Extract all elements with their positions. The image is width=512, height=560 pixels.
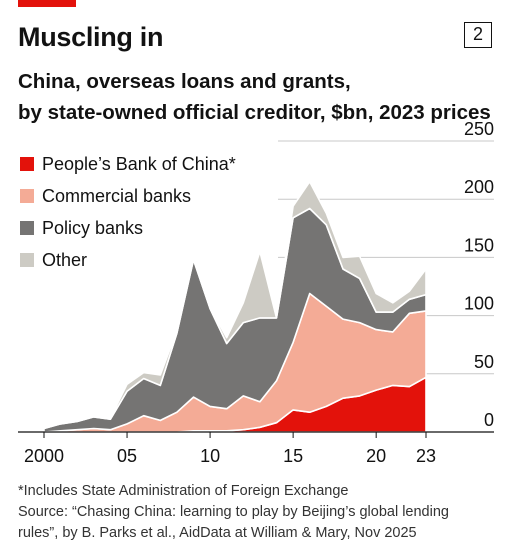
legend-item-commercial: Commercial banks	[20, 180, 236, 212]
legend-item-policy: Policy banks	[20, 212, 236, 244]
legend-label-pboc: People’s Bank of China*	[42, 153, 236, 174]
source-line-2: rules”, by B. Parks et al., AidData at W…	[18, 525, 417, 541]
legend-item-pboc: People’s Bank of China*	[20, 148, 236, 180]
legend-swatch-policy	[20, 221, 34, 235]
brand-red-tag	[18, 0, 76, 7]
x-tick-label-2005: 05	[117, 446, 137, 466]
y-tick-label-200: 200	[464, 177, 494, 197]
legend-swatch-commercial	[20, 189, 34, 203]
chart-title: Muscling in	[18, 22, 164, 52]
y-tick-label-250: 250	[464, 119, 494, 139]
footnote-asterisk: *Includes State Administration of Foreig…	[18, 483, 349, 499]
chart-subtitle: China, overseas loans and grants, by sta…	[18, 66, 491, 128]
subtitle-line-2: by state-owned official creditor, $bn, 2…	[18, 101, 491, 124]
y-tick-label-150: 150	[464, 235, 494, 255]
subtitle-line-1: China, overseas loans and grants,	[18, 70, 351, 93]
area-other	[43, 180, 427, 430]
legend: People’s Bank of China* Commercial banks…	[20, 148, 236, 276]
x-tick-label-2010: 10	[200, 446, 220, 466]
legend-label-commercial: Commercial banks	[42, 185, 192, 206]
y-axis-ticks: 0 50 100 150 200 250	[464, 119, 494, 430]
x-tick-label-2000: 2000	[24, 446, 64, 466]
footnotes: *Includes State Administration of Foreig…	[18, 481, 449, 544]
x-tick-label-2015: 15	[283, 446, 303, 466]
y-tick-label-0: 0	[484, 410, 494, 430]
legend-label-other: Other	[42, 249, 88, 270]
legend-swatch-other	[20, 253, 34, 267]
legend-label-policy: Policy banks	[42, 217, 144, 238]
x-tick-label-2023: 23	[416, 446, 436, 466]
source-line-1: Source: “Chasing China: learning to play…	[18, 504, 449, 520]
y-tick-label-100: 100	[464, 294, 494, 314]
x-tick-label-2020: 20	[366, 446, 386, 466]
x-axis-ticks: 2000 05 10 15 20 23	[24, 432, 436, 466]
chart-number-badge: 2	[464, 22, 492, 48]
legend-item-other: Other	[20, 244, 236, 276]
legend-swatch-pboc	[20, 157, 34, 171]
y-tick-label-50: 50	[474, 352, 494, 372]
stacked-areas	[18, 180, 494, 433]
